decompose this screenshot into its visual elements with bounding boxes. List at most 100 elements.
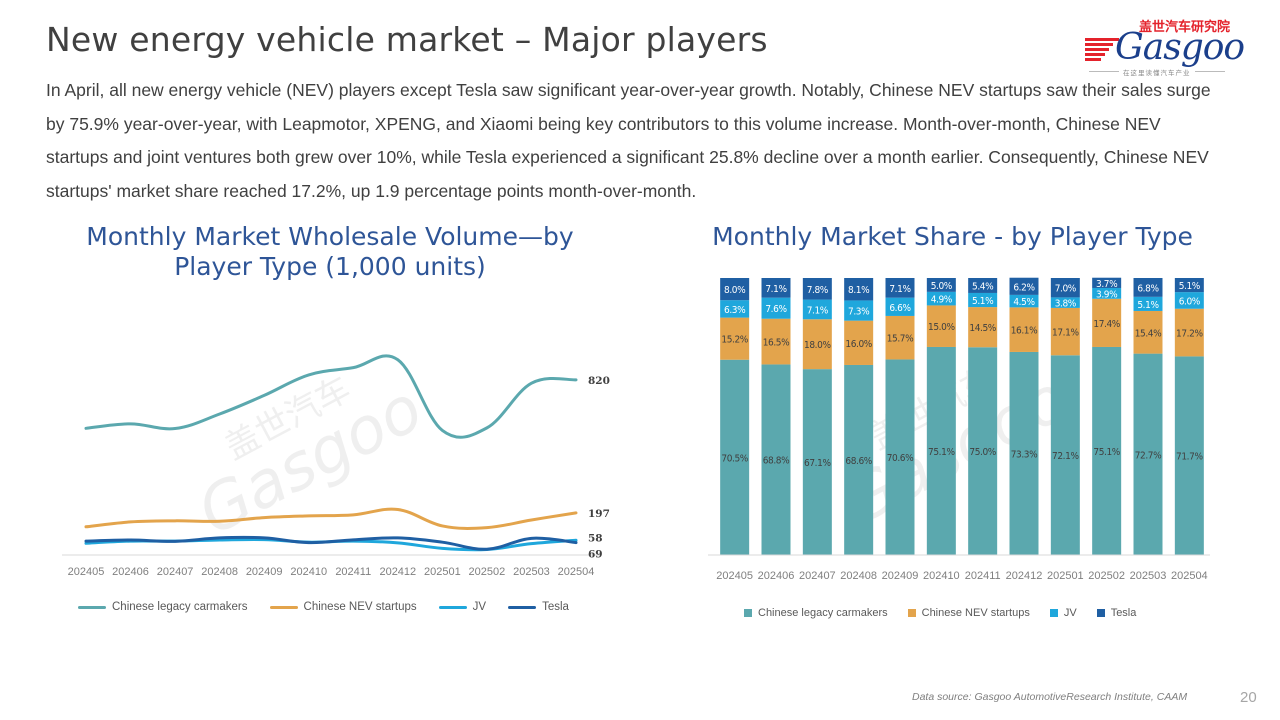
line-series-startups[interactable] bbox=[84, 507, 578, 530]
bar-legend-legacy[interactable]: Chinese legacy carmakers bbox=[744, 607, 888, 619]
bar-label-startups: 16.1% bbox=[1011, 326, 1038, 337]
bar-segment-legacy[interactable] bbox=[885, 359, 915, 555]
bar-segment-legacy[interactable] bbox=[720, 359, 750, 555]
bar-legend-legacy-swatch bbox=[744, 609, 752, 617]
bar-segment-tesla[interactable] bbox=[844, 278, 874, 301]
bar-segment-jv[interactable] bbox=[1009, 294, 1039, 308]
logo-slogan: 在这里读懂汽车产业 bbox=[1089, 69, 1224, 77]
line-x-label: 202410 bbox=[290, 566, 327, 578]
bar-segment-legacy[interactable] bbox=[844, 364, 874, 555]
bar-segment-startups[interactable] bbox=[926, 305, 956, 347]
bar-x-axis-labels: 202405 202406 202407 202408 202409 202410 2024… bbox=[716, 570, 1207, 582]
bar-segment-legacy[interactable] bbox=[1133, 353, 1163, 555]
bar-segment-tesla[interactable] bbox=[968, 278, 998, 293]
bar-segment-legacy[interactable] bbox=[1050, 355, 1080, 555]
bar-chart-legend: Chinese legacy carmakers Chinese NEV sta… bbox=[744, 607, 1136, 619]
bar-segment-legacy[interactable] bbox=[968, 347, 998, 555]
bar-segment-jv[interactable] bbox=[720, 300, 750, 318]
bar-segment-legacy[interactable] bbox=[802, 369, 832, 555]
bar-label-jv: 6.0% bbox=[1179, 296, 1201, 307]
bar-segment-jv[interactable] bbox=[926, 291, 956, 306]
bar-segment-tesla[interactable] bbox=[1092, 277, 1122, 288]
bar-segment-startups[interactable] bbox=[1050, 307, 1080, 356]
bar-segment-tesla[interactable] bbox=[720, 278, 750, 301]
bar-segment-startups[interactable] bbox=[844, 320, 874, 365]
bar-chart: 盖世汽车 Gasgoo 70.5%15.2%6.3%8.0%68.8%16.5%… bbox=[708, 277, 1210, 582]
bar-segment-startups[interactable] bbox=[885, 315, 915, 360]
bar-segment-jv[interactable] bbox=[1133, 296, 1163, 311]
bar-segment-jv[interactable] bbox=[1092, 287, 1122, 299]
line-x-label: 202407 bbox=[157, 566, 194, 578]
bar-segment-tesla[interactable] bbox=[802, 278, 832, 300]
bar-label-legacy: 75.0% bbox=[969, 447, 996, 458]
line-chart: 盖世汽车 Gasgoo 202405 202406 202407 202408 2024… bbox=[62, 354, 610, 578]
bar-x-label: 202407 bbox=[799, 570, 836, 582]
line-x-label: 202411 bbox=[335, 566, 371, 578]
bar-segment-legacy[interactable] bbox=[1092, 346, 1122, 555]
line-series-legacy[interactable] bbox=[84, 354, 578, 439]
bar-segment-tesla[interactable] bbox=[926, 278, 956, 292]
bar-x-label: 202501 bbox=[1047, 570, 1084, 582]
logo-brand-name: Gasgoo bbox=[1115, 27, 1245, 68]
bar-label-startups: 16.5% bbox=[763, 338, 790, 349]
logo-chinese-name: 盖世汽车研究院 bbox=[1138, 20, 1230, 35]
bar-segment-startups[interactable] bbox=[802, 319, 832, 370]
bar-segment-jv[interactable] bbox=[1050, 297, 1080, 308]
bar-segment-tesla[interactable] bbox=[1133, 278, 1163, 297]
bar-label-tesla: 7.1% bbox=[765, 284, 787, 295]
bar-segment-tesla[interactable] bbox=[1009, 277, 1039, 295]
bar-label-jv: 7.1% bbox=[807, 305, 829, 316]
line-x-label: 202406 bbox=[112, 566, 149, 578]
bar-legend-startups[interactable]: Chinese NEV startups bbox=[907, 607, 1030, 619]
bar-segment-startups[interactable] bbox=[761, 318, 791, 365]
line-series-tesla[interactable] bbox=[84, 535, 578, 551]
bar-segment-jv[interactable] bbox=[885, 297, 915, 316]
bar-segment-startups[interactable] bbox=[1009, 307, 1039, 352]
bar-series-group bbox=[720, 277, 1204, 555]
bar-legend-tesla[interactable]: Tesla bbox=[1096, 607, 1136, 619]
bar-segment-jv[interactable] bbox=[761, 297, 791, 319]
bar-segment-startups[interactable] bbox=[1092, 298, 1122, 347]
bar-segment-tesla[interactable] bbox=[761, 278, 791, 298]
bar-segment-legacy[interactable] bbox=[926, 346, 956, 555]
bar-segment-jv[interactable] bbox=[802, 299, 832, 320]
bar-segment-startups[interactable] bbox=[968, 307, 998, 348]
legend-startups[interactable]: Chinese NEV startups bbox=[269, 601, 417, 613]
gasgoo-logo[interactable]: 盖世汽车研究院 Gasgoo 在这里读懂汽车产业 bbox=[1085, 16, 1245, 78]
bar-label-startups: 15.0% bbox=[928, 322, 955, 333]
bar-label-legacy: 68.6% bbox=[845, 456, 872, 467]
line-x-label: 202503 bbox=[513, 566, 550, 578]
bar-segment-startups[interactable] bbox=[1174, 308, 1204, 357]
bar-segment-tesla[interactable] bbox=[1050, 278, 1080, 298]
line-x-label: 202405 bbox=[68, 566, 105, 578]
legend-startups-label: Chinese NEV startups bbox=[303, 601, 417, 613]
bar-label-legacy: 67.1% bbox=[804, 458, 831, 469]
bar-segment-jv[interactable] bbox=[844, 300, 874, 321]
bar-label-tesla: 7.8% bbox=[807, 285, 829, 296]
line-chart-legend: Chinese legacy carmakers Chinese NEV sta… bbox=[78, 601, 569, 613]
logo-flag-icon bbox=[1085, 38, 1119, 62]
bar-label-tesla: 5.0% bbox=[931, 281, 953, 292]
bar-label-tesla: 7.1% bbox=[889, 284, 911, 295]
legend-jv[interactable]: JV bbox=[438, 601, 486, 613]
bar-segment-startups[interactable] bbox=[1133, 310, 1163, 354]
bar-segment-legacy[interactable] bbox=[1174, 356, 1204, 555]
line-x-label: 202409 bbox=[246, 566, 283, 578]
line-chart-title: Monthly Market Wholesale Volume—by Playe… bbox=[86, 222, 574, 281]
line-chart-watermark: 盖世汽车 Gasgoo bbox=[187, 369, 435, 550]
bar-label-jv: 5.1% bbox=[1137, 300, 1159, 311]
bar-segment-tesla[interactable] bbox=[1174, 278, 1204, 293]
line-end-label-jv: 58 bbox=[588, 532, 603, 544]
bar-segment-legacy[interactable] bbox=[761, 364, 791, 555]
legend-tesla[interactable]: Tesla bbox=[508, 601, 569, 613]
bar-segment-startups[interactable] bbox=[720, 317, 750, 360]
bar-segment-tesla[interactable] bbox=[885, 278, 915, 298]
legend-tesla-swatch bbox=[508, 605, 537, 609]
page-number: 20 bbox=[1240, 689, 1257, 706]
bar-segment-legacy[interactable] bbox=[1009, 351, 1039, 555]
bar-segment-jv[interactable] bbox=[1174, 292, 1204, 309]
bar-label-legacy: 71.7% bbox=[1176, 452, 1203, 463]
legend-legacy[interactable]: Chinese legacy carmakers bbox=[78, 601, 248, 613]
bar-legend-jv[interactable]: JV bbox=[1049, 607, 1077, 619]
bar-segment-jv[interactable] bbox=[968, 292, 998, 308]
